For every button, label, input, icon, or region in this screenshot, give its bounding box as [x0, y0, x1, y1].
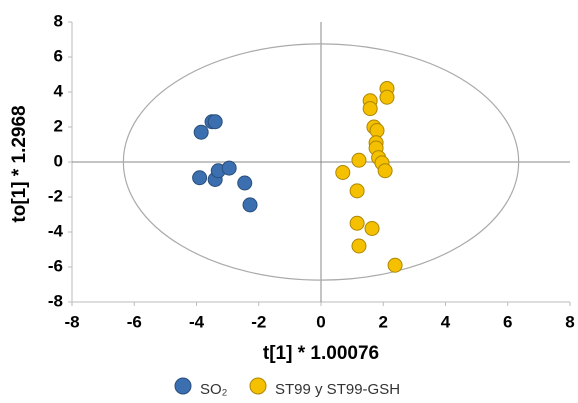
- point: [242, 197, 258, 213]
- x-tick-label: 8: [565, 312, 574, 331]
- x-tick-label: 0: [316, 312, 325, 331]
- x-tick-label: 6: [503, 312, 512, 331]
- x-axis-title: t[1] * 1.00076: [263, 343, 379, 364]
- legend-label: SO₂: [200, 381, 228, 398]
- y-tick-label: 0: [54, 151, 63, 170]
- point: [349, 183, 365, 199]
- legend-marker: [249, 377, 267, 395]
- y-tick-label: -6: [48, 256, 63, 275]
- point: [351, 238, 367, 254]
- y-tick-label: 4: [54, 81, 64, 100]
- point: [379, 89, 395, 105]
- x-tick-label: -4: [189, 312, 205, 331]
- x-tick-label: -6: [127, 312, 142, 331]
- x-tick-label: 4: [441, 312, 451, 331]
- confidence-ellipse: [122, 43, 520, 281]
- point: [335, 165, 351, 180]
- y-tick-label: -2: [48, 186, 63, 205]
- y-tick-label: 6: [54, 46, 63, 65]
- point: [351, 152, 367, 168]
- y-axis-title: to[1] * 1.2968: [9, 105, 30, 222]
- y-tick-label: -8: [48, 291, 63, 310]
- point: [387, 257, 403, 273]
- point: [377, 163, 393, 179]
- point: [237, 175, 253, 191]
- y-tick-label: 2: [54, 116, 63, 135]
- point: [193, 124, 209, 140]
- point: [349, 215, 365, 231]
- x-tick-label: -8: [64, 312, 79, 331]
- x-tick-label: 2: [379, 312, 388, 331]
- point: [364, 221, 380, 236]
- legend-marker: [174, 377, 192, 395]
- legend-label: ST99 y ST99-GSH: [275, 381, 400, 398]
- y-tick-label: -4: [48, 221, 64, 240]
- point: [221, 160, 237, 176]
- y-tick-label: 8: [54, 11, 63, 30]
- point: [192, 170, 208, 186]
- point: [362, 101, 378, 117]
- point: [207, 114, 223, 130]
- x-tick-label: -2: [251, 312, 266, 331]
